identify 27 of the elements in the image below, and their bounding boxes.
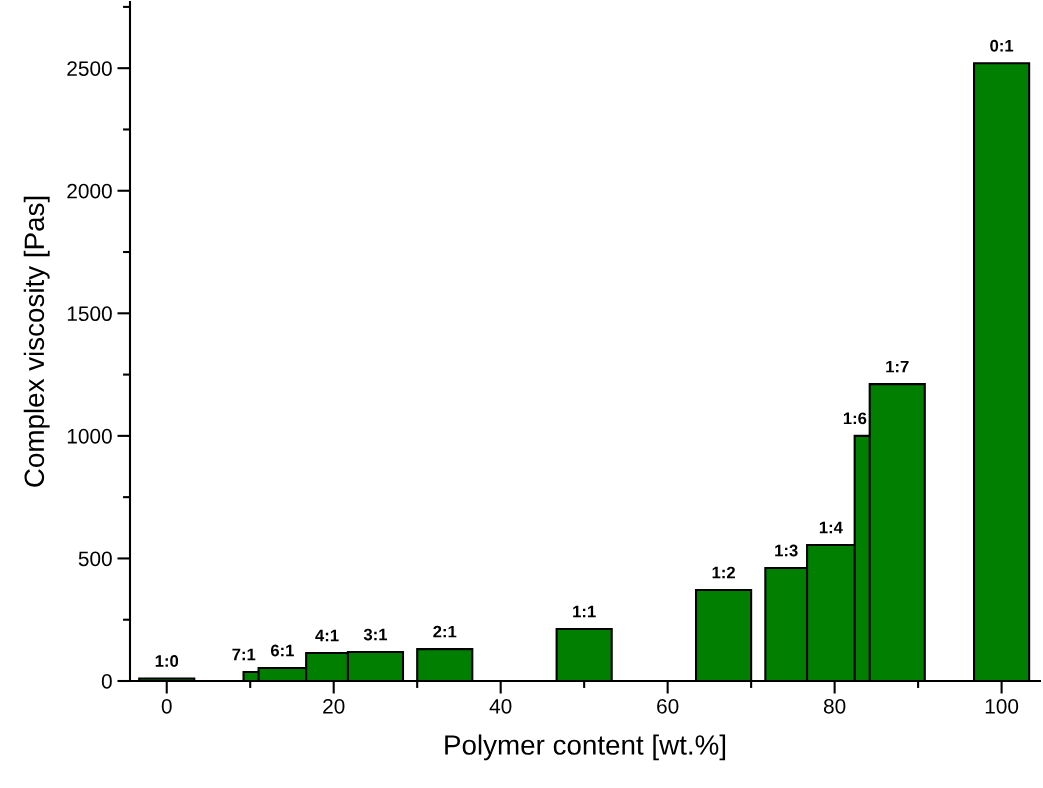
data-label: 6:1 xyxy=(270,644,294,657)
x-tick-label: 80 xyxy=(823,698,846,714)
y-tick-label: 1000 xyxy=(67,428,112,444)
y-axis-title: Complex viscosity [Pas] xyxy=(23,196,50,487)
data-label: 1:4 xyxy=(819,521,843,534)
data-label: 1:6 xyxy=(843,412,867,425)
y-tick-label: 2000 xyxy=(67,183,112,199)
data-label: 1:0 xyxy=(155,655,179,667)
data-label: 7:1 xyxy=(232,648,256,661)
data-label: 1:1 xyxy=(573,605,596,618)
data-label: 1:2 xyxy=(712,566,735,579)
x-tick-label: 60 xyxy=(657,698,679,714)
x-tick-label: 20 xyxy=(323,698,345,714)
data-label: 1:7 xyxy=(886,360,909,373)
y-tick-label: 500 xyxy=(78,551,112,567)
data-label: 0:1 xyxy=(990,39,1014,52)
x-axis-title: Polymer content [wt.%] xyxy=(445,734,726,761)
y-tick-label: 0 xyxy=(101,674,112,689)
y-tick-label: 2500 xyxy=(67,61,112,76)
data-label: 2:1 xyxy=(433,625,457,638)
data-label: 1:3 xyxy=(775,544,798,557)
x-tick-label: 100 xyxy=(985,698,1019,714)
y-tick-label: 1500 xyxy=(67,306,112,322)
x-tick-label: 0 xyxy=(161,698,172,714)
data-label: 4:1 xyxy=(315,629,339,642)
x-tick-label: 40 xyxy=(489,698,512,714)
data-label: 3:1 xyxy=(363,628,388,641)
